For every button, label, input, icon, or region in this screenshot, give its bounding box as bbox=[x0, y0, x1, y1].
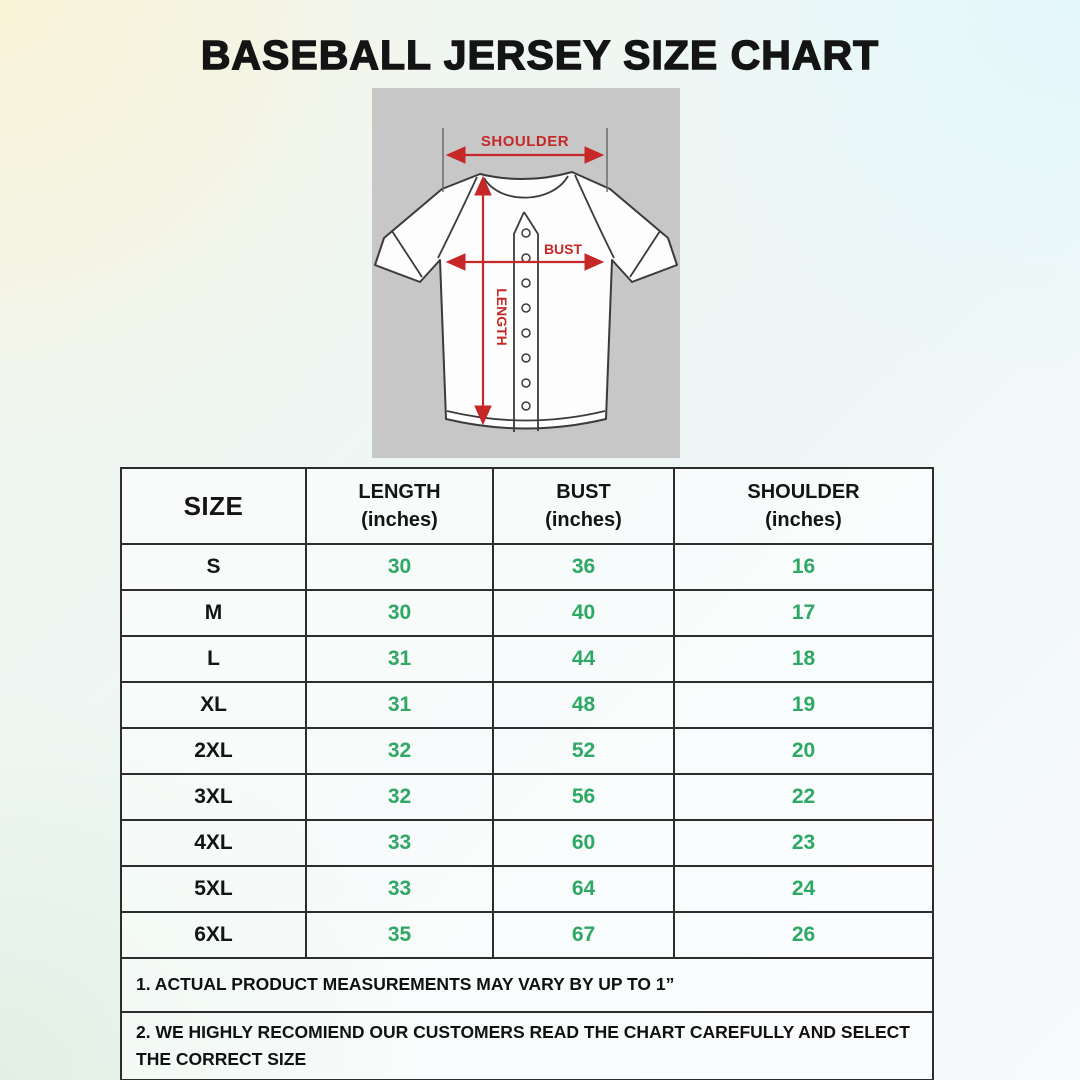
shoulder-cell: 18 bbox=[673, 635, 934, 683]
header-bust-label: BUST bbox=[556, 481, 611, 503]
bust-cell: 64 bbox=[492, 865, 675, 913]
size-cell: 2XL bbox=[120, 727, 307, 775]
note-2: 2. WE HIGHLY RECOMIEND OUR CUSTOMERS REA… bbox=[120, 1010, 934, 1080]
table-row: 5XL 33 64 24 bbox=[120, 865, 934, 913]
size-cell: XL bbox=[120, 681, 307, 729]
table-header-row: SIZE LENGTH (inches) BUST (inches) SHOUL… bbox=[120, 467, 934, 545]
note-1: 1. ACTUAL PRODUCT MEASUREMENTS MAY VARY … bbox=[120, 957, 934, 1013]
table-row: 2XL 32 52 20 bbox=[120, 727, 934, 775]
header-length: LENGTH (inches) bbox=[305, 467, 494, 545]
header-shoulder-label: SHOULDER bbox=[747, 481, 860, 503]
header-shoulder: SHOULDER (inches) bbox=[673, 467, 934, 545]
table-row: S 30 36 16 bbox=[120, 543, 934, 591]
shoulder-cell: 26 bbox=[673, 911, 934, 959]
jersey-outline bbox=[374, 171, 678, 430]
bust-cell: 56 bbox=[492, 773, 675, 821]
jersey-seams bbox=[391, 174, 661, 432]
size-cell: 3XL bbox=[120, 773, 307, 821]
header-length-label: LENGTH bbox=[358, 481, 441, 503]
length-cell: 30 bbox=[305, 589, 494, 637]
header-bust: BUST (inches) bbox=[492, 467, 675, 545]
jersey-diagram: SHOULDER BUST LENGTH bbox=[374, 128, 678, 432]
shoulder-cell: 17 bbox=[673, 589, 934, 637]
bust-cell: 48 bbox=[492, 681, 675, 729]
size-cell: 4XL bbox=[120, 819, 307, 867]
table-row: 6XL 35 67 26 bbox=[120, 911, 934, 959]
jersey-diagram-panel: SHOULDER BUST LENGTH bbox=[372, 88, 680, 458]
bust-cell: 44 bbox=[492, 635, 675, 683]
header-bust-unit: (inches) bbox=[545, 509, 622, 531]
header-length-unit: (inches) bbox=[361, 509, 438, 531]
length-cell: 31 bbox=[305, 681, 494, 729]
header-size-label: SIZE bbox=[183, 490, 244, 521]
size-cell: 6XL bbox=[120, 911, 307, 959]
length-cell: 35 bbox=[305, 911, 494, 959]
length-cell: 31 bbox=[305, 635, 494, 683]
size-cell: M bbox=[120, 589, 307, 637]
size-table: SIZE LENGTH (inches) BUST (inches) SHOUL… bbox=[120, 467, 934, 1080]
length-cell: 33 bbox=[305, 819, 494, 867]
header-shoulder-unit: (inches) bbox=[765, 509, 842, 531]
table-row: L 31 44 18 bbox=[120, 635, 934, 683]
bust-cell: 60 bbox=[492, 819, 675, 867]
bust-cell: 40 bbox=[492, 589, 675, 637]
shoulder-cell: 23 bbox=[673, 819, 934, 867]
shoulder-ticks bbox=[442, 128, 608, 192]
length-cell: 32 bbox=[305, 773, 494, 821]
table-row: XL 31 48 19 bbox=[120, 681, 934, 729]
length-label: LENGTH bbox=[494, 288, 510, 346]
table-row: M 30 40 17 bbox=[120, 589, 934, 637]
size-cell: 5XL bbox=[120, 865, 307, 913]
bust-cell: 36 bbox=[492, 543, 675, 591]
shoulder-cell: 16 bbox=[673, 543, 934, 591]
shoulder-cell: 22 bbox=[673, 773, 934, 821]
note-row-1: 1. ACTUAL PRODUCT MEASUREMENTS MAY VARY … bbox=[120, 957, 934, 1013]
shoulder-cell: 20 bbox=[673, 727, 934, 775]
page-title: BASEBALL JERSEY SIZE CHART bbox=[200, 31, 880, 78]
size-cell: L bbox=[120, 635, 307, 683]
size-cell: S bbox=[120, 543, 307, 591]
size-table-body: S 30 36 16 M 30 40 17 L 31 44 18 XL 31 48 19 2XL 32 52 20 3X… bbox=[120, 543, 934, 959]
shoulder-cell: 19 bbox=[673, 681, 934, 729]
bust-label: BUST bbox=[544, 241, 583, 257]
shoulder-cell: 24 bbox=[673, 865, 934, 913]
table-row: 4XL 33 60 23 bbox=[120, 819, 934, 867]
length-cell: 33 bbox=[305, 865, 494, 913]
table-row: 3XL 32 56 22 bbox=[120, 773, 934, 821]
note-row-2: 2. WE HIGHLY RECOMIEND OUR CUSTOMERS REA… bbox=[120, 1010, 934, 1080]
length-cell: 32 bbox=[305, 727, 494, 775]
bust-cell: 67 bbox=[492, 911, 675, 959]
header-size: SIZE bbox=[120, 467, 307, 545]
length-cell: 30 bbox=[305, 543, 494, 591]
bust-cell: 52 bbox=[492, 727, 675, 775]
shoulder-label: SHOULDER bbox=[481, 133, 569, 150]
